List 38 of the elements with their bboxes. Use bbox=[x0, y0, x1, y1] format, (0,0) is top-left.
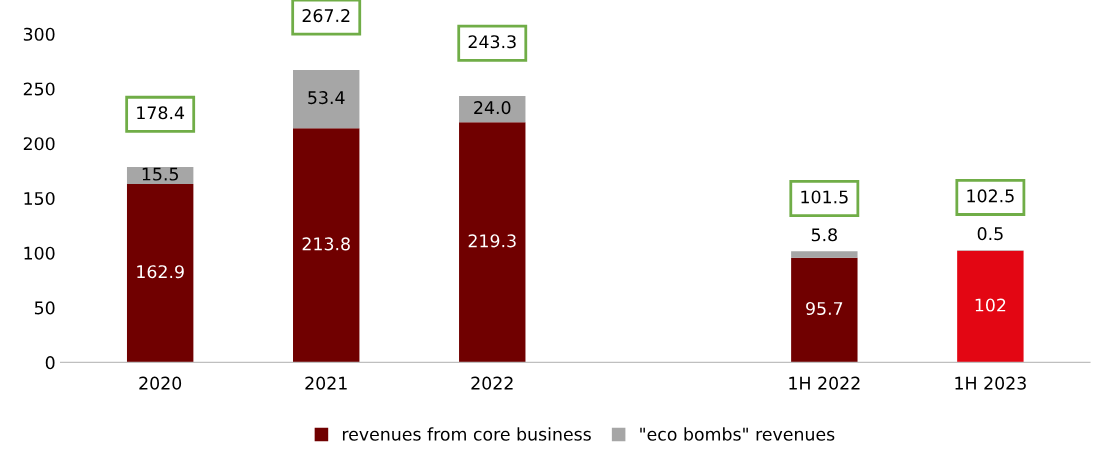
x-tick-label: 1H 2023 bbox=[955, 376, 1026, 390]
total-label: 102.5 bbox=[967, 189, 1014, 203]
total-label: 101.5 bbox=[801, 190, 848, 204]
data-label: 162.9 bbox=[137, 265, 184, 279]
bar bbox=[293, 69, 360, 129]
y-tick-label: 150 bbox=[24, 191, 55, 206]
y-tick-label: 300 bbox=[23, 27, 55, 41]
legend-label: "eco bombs" revenues bbox=[640, 427, 835, 441]
total-label: 178.4 bbox=[137, 106, 185, 120]
x-tick-label: 2021 bbox=[305, 376, 347, 390]
y-tick-label: 200 bbox=[23, 137, 55, 151]
data-label: 0.5 bbox=[977, 227, 1003, 241]
x-tick-label: 1H 2022 bbox=[789, 376, 860, 390]
bar bbox=[459, 122, 526, 363]
data-label: 95.7 bbox=[806, 301, 843, 316]
y-tick-label: 100 bbox=[24, 246, 55, 260]
total-label: 267.2 bbox=[302, 9, 350, 23]
x-tick-label: 2022 bbox=[471, 376, 513, 390]
data-label: 53.4 bbox=[308, 91, 345, 105]
y-tick-label: 250 bbox=[23, 82, 55, 96]
bar bbox=[459, 96, 526, 123]
bar bbox=[957, 250, 1024, 363]
y-tick-label: 50 bbox=[34, 301, 55, 315]
bar bbox=[126, 184, 194, 363]
bar bbox=[126, 167, 194, 185]
data-label: 219.3 bbox=[468, 234, 516, 248]
bar bbox=[791, 251, 858, 258]
legend-label: revenues from core business bbox=[342, 427, 591, 441]
data-label: 102 bbox=[975, 298, 1006, 312]
x-tick-label: 2020 bbox=[139, 376, 182, 390]
bar bbox=[293, 128, 360, 363]
y-tick-label: 0 bbox=[45, 356, 55, 370]
bar bbox=[791, 257, 858, 363]
data-label: 213.8 bbox=[302, 237, 350, 251]
data-label: 15.5 bbox=[142, 167, 178, 181]
data-label: 24.0 bbox=[474, 101, 511, 115]
data-label: 5.8 bbox=[811, 228, 837, 242]
total-label: 243.3 bbox=[468, 35, 516, 49]
